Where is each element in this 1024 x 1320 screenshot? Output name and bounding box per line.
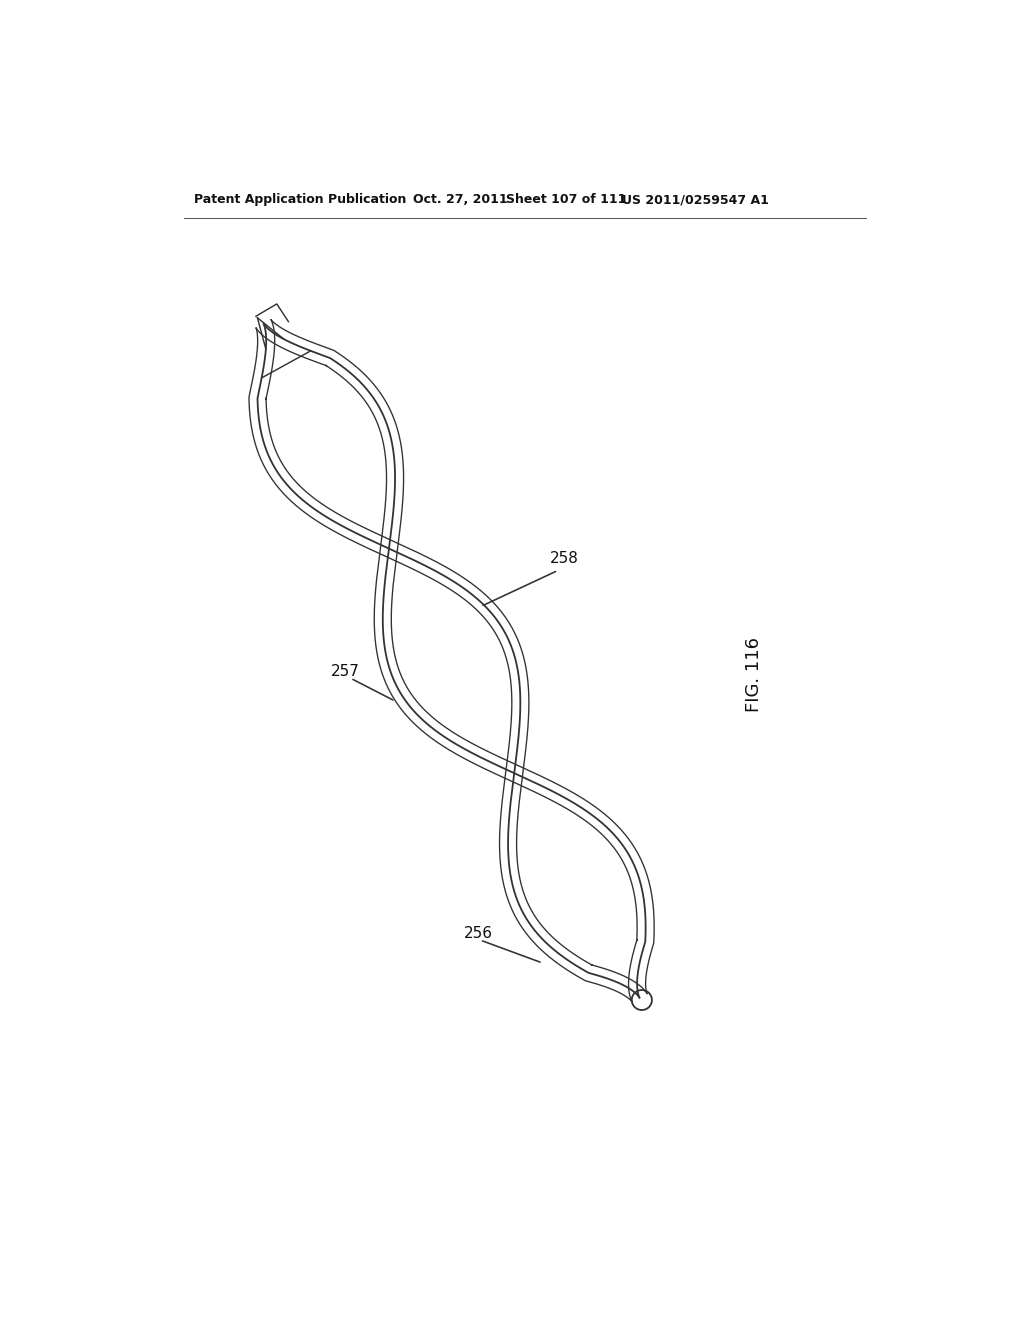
- Text: Oct. 27, 2011: Oct. 27, 2011: [414, 193, 508, 206]
- Text: 257: 257: [331, 664, 359, 678]
- Text: US 2011/0259547 A1: US 2011/0259547 A1: [623, 193, 769, 206]
- Text: FIG. 116: FIG. 116: [745, 636, 763, 711]
- Text: Sheet 107 of 111: Sheet 107 of 111: [506, 193, 627, 206]
- Text: 258: 258: [550, 550, 579, 565]
- Text: 256: 256: [464, 925, 494, 941]
- Text: Patent Application Publication: Patent Application Publication: [194, 193, 407, 206]
